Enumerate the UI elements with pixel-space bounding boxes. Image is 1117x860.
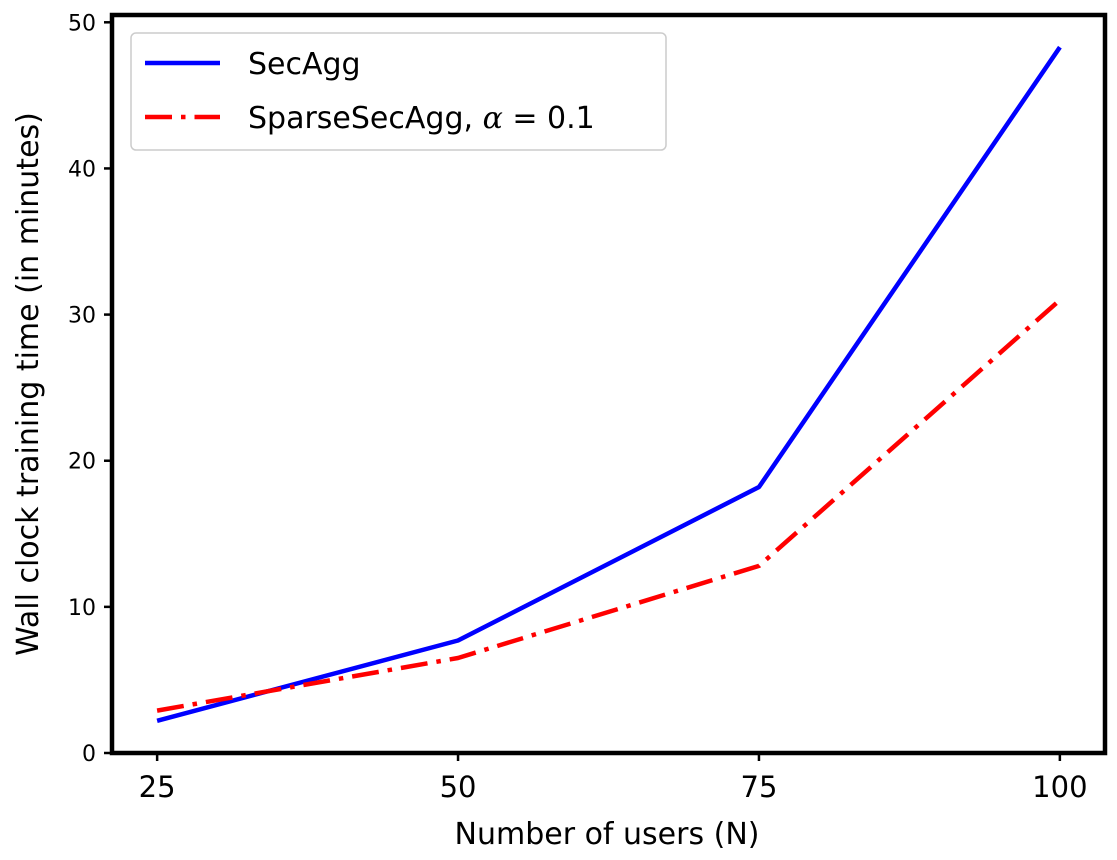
y-tick-label: 10 xyxy=(68,596,96,621)
y-tick-label: 20 xyxy=(68,450,96,475)
x-tick-label: 25 xyxy=(139,770,176,804)
y-axis-label: Wall clock training time (in minutes) xyxy=(11,112,46,656)
axis-ticks: 25 50 75 100 0 10 20 30 40 50 xyxy=(68,11,1088,804)
y-tick-label: 30 xyxy=(68,304,96,329)
y-tick-label: 40 xyxy=(68,157,96,182)
legend: SecAgg SparseSecAgg, α = 0.1 xyxy=(130,32,667,151)
y-tick-label: 50 xyxy=(68,11,96,36)
legend-label-sparsesecagg: SparseSecAgg, α = 0.1 xyxy=(248,101,595,136)
y-tick-label: 0 xyxy=(82,742,96,767)
series-line-secagg xyxy=(156,45,1062,723)
plot-frame xyxy=(109,12,1108,756)
legend-label-sparsesecagg-name: SparseSecAgg, xyxy=(248,101,483,136)
x-tick-label: 50 xyxy=(440,770,477,804)
x-tick-label: 100 xyxy=(1032,770,1087,804)
legend-box xyxy=(130,32,667,151)
legend-label-secagg: SecAgg xyxy=(248,47,361,82)
x-tick-label: 75 xyxy=(741,770,778,804)
legend-label-alpha-value: = 0.1 xyxy=(503,101,595,136)
x-axis-label: Number of users (N) xyxy=(455,817,760,852)
plot-lines xyxy=(156,45,1062,723)
legend-label-alpha-symbol: α xyxy=(483,101,503,136)
series-line-sparsesecagg xyxy=(156,298,1062,713)
